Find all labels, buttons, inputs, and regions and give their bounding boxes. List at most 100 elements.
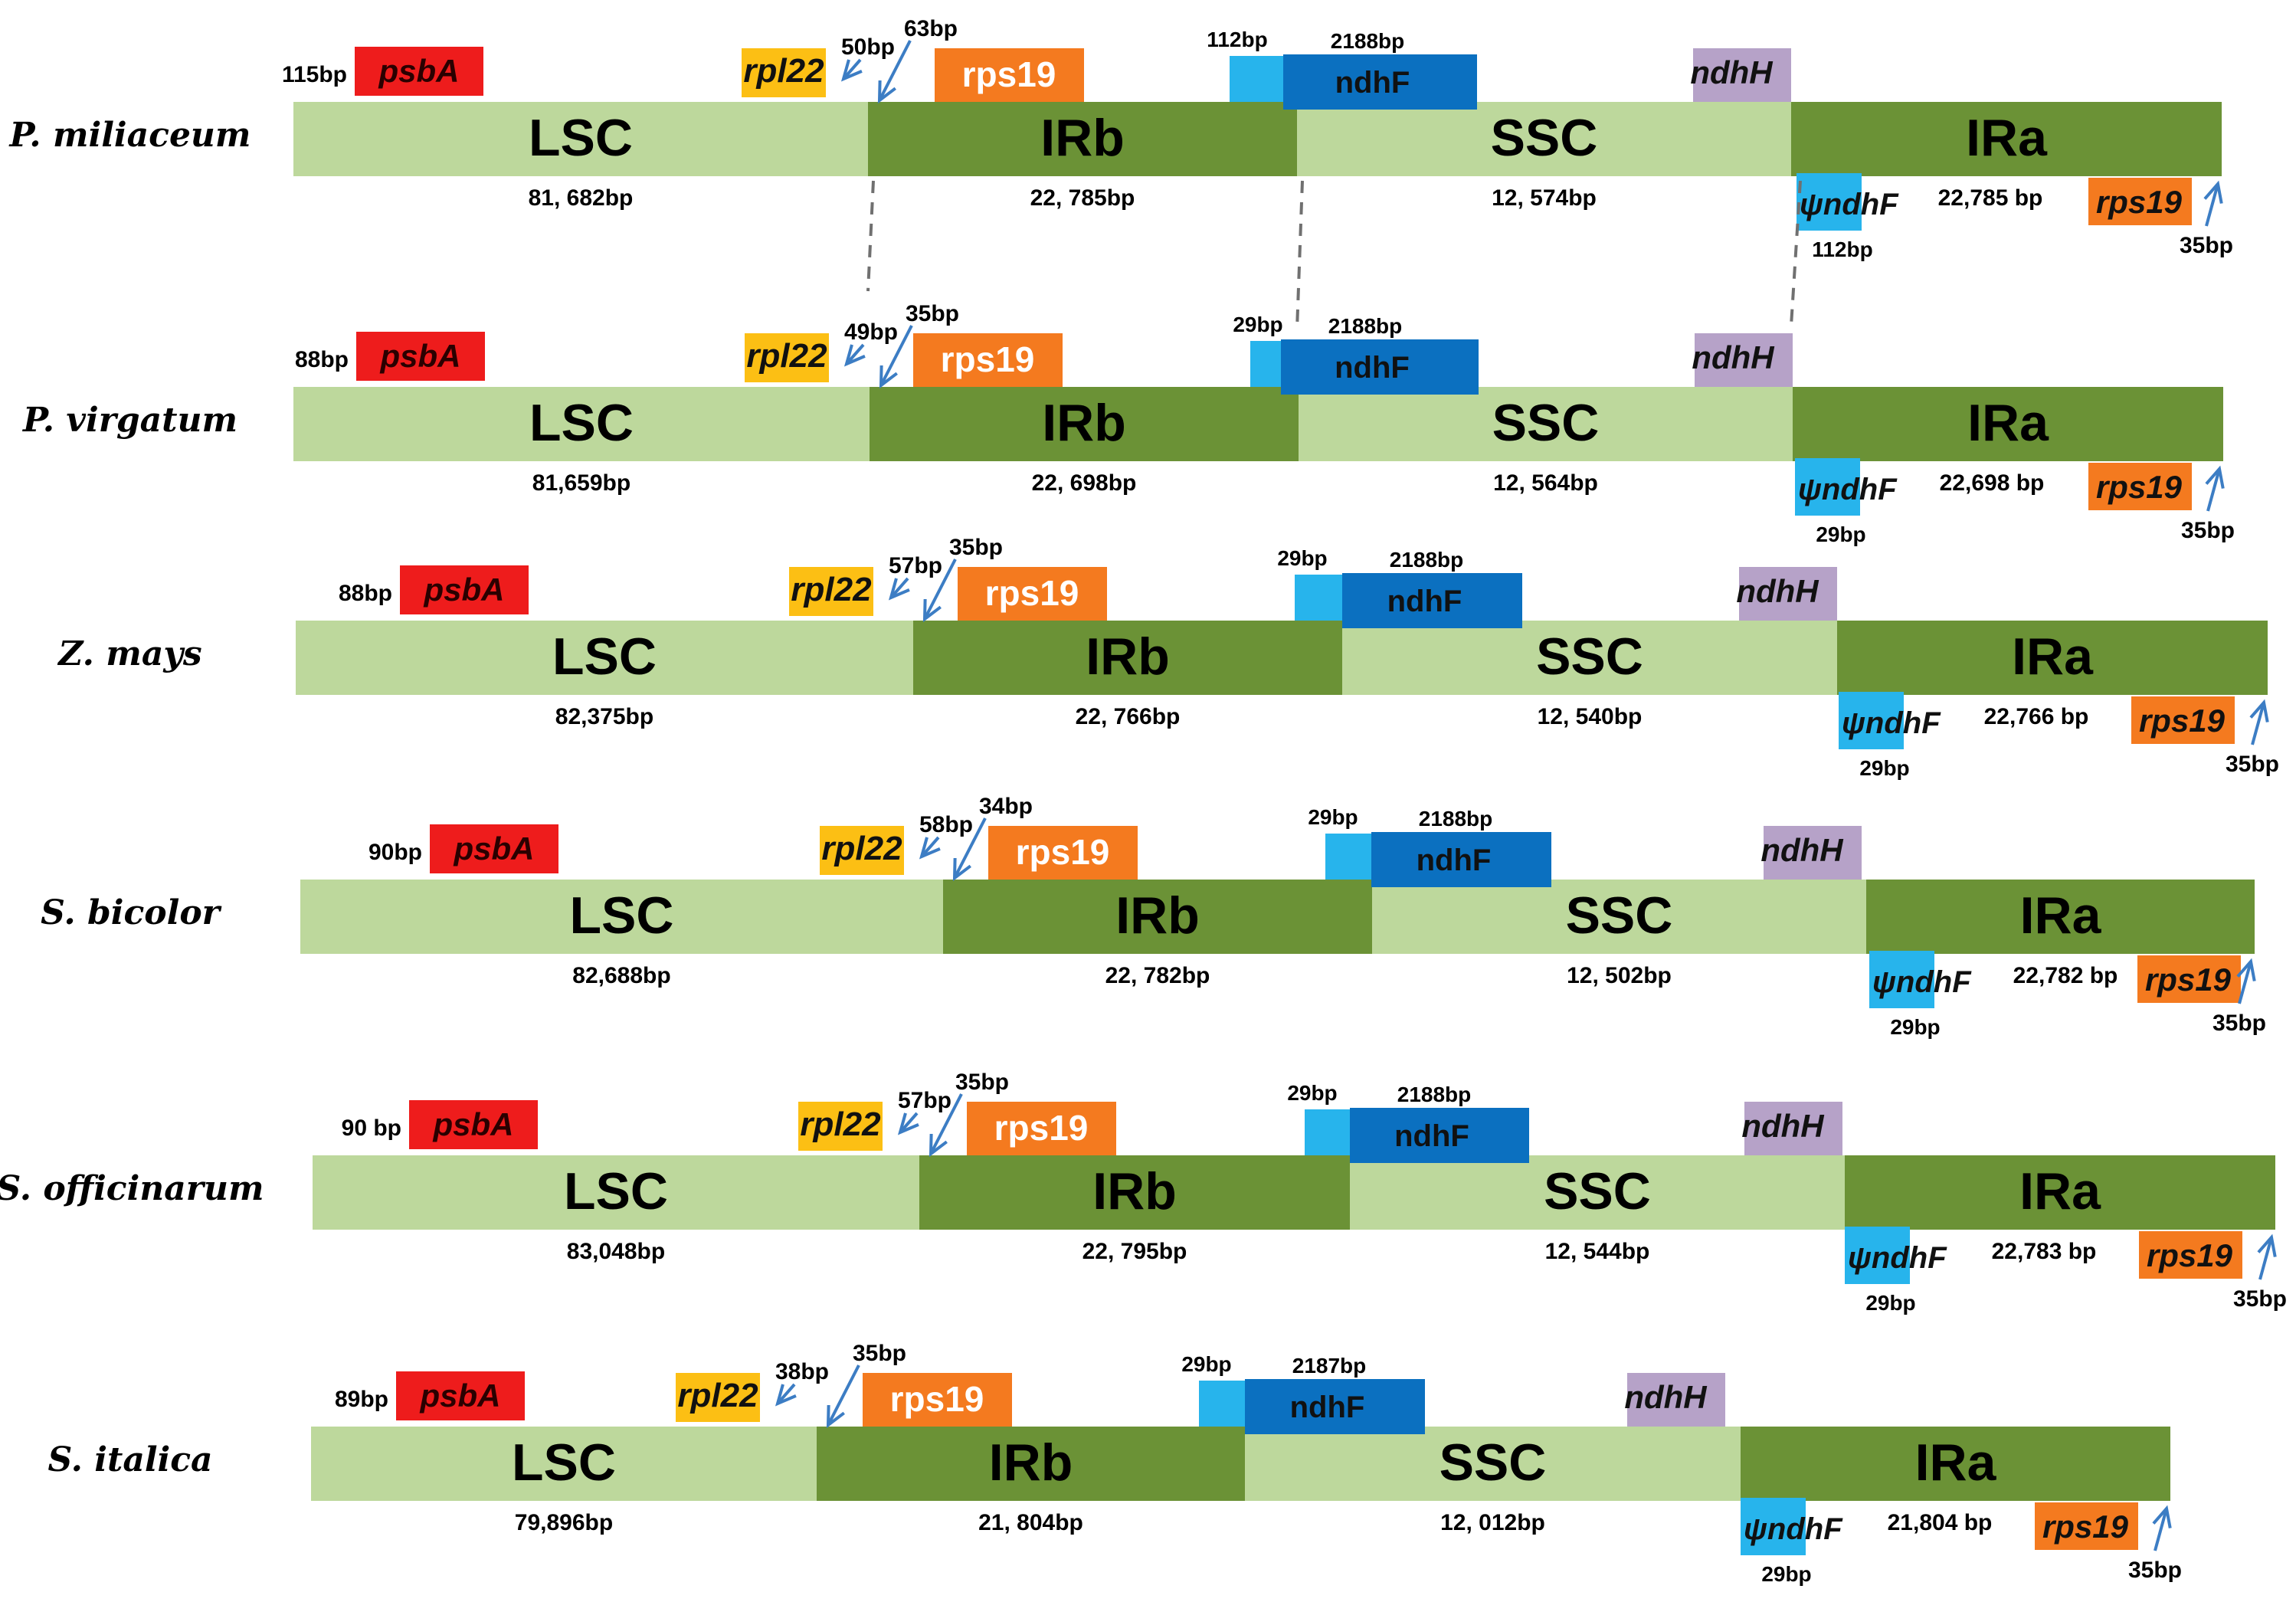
region-length-irb: 22, 766bp [1076, 704, 1181, 729]
rps19-ira-arrow [2205, 465, 2225, 512]
region-length-ssc: 12, 502bp [1567, 963, 1672, 988]
gene-ndhH [1695, 333, 1793, 387]
region-length-ira: 22,782 bp [2013, 963, 2118, 988]
gene-ndhH [1744, 1102, 1842, 1155]
gene-rps19-ira-label: rps19 [2096, 469, 2183, 505]
psbA-distance-label: 90bp [368, 840, 422, 865]
ndhF-length-label: 2188bp [1419, 807, 1493, 830]
gene-rps19-ira [2035, 1502, 2138, 1550]
gene-psi-ndhF [1869, 951, 1934, 1008]
region-length-lsc: 82,375bp [555, 704, 653, 729]
rps19-ira-distance-label: 35bp [2212, 1011, 2266, 1036]
gene-psbA [430, 824, 558, 873]
rps19-ira-arrow-head [2257, 1233, 2277, 1257]
boundary-connectors [866, 180, 1802, 330]
gene-ndhF-ir-part [1325, 834, 1371, 880]
gene-rps19-label: rps19 [890, 1379, 984, 1419]
gene-rpl22-label: rpl22 [677, 1377, 758, 1414]
region-length-irb: 22, 698bp [1032, 470, 1137, 496]
gene-ndhF-ir-part [1199, 1381, 1245, 1427]
gene-psbA-label: psbA [378, 53, 460, 89]
gene-psbA-label: psbA [424, 572, 505, 608]
rpl22-arrow [775, 1383, 797, 1407]
rpl22-distance-label: 57bp [898, 1088, 951, 1113]
region-bar-ira [1845, 1155, 2275, 1230]
rps19-distance-label: 35bp [906, 301, 959, 326]
species-row-1: P. miliaceum ndhF LSC IRb SSC IRa 81, 682bp 22,… [8, 16, 2234, 261]
psi-ndhF-distance-label: 29bp [1890, 1015, 1940, 1039]
gene-rps19-label: rps19 [1016, 832, 1110, 872]
region-label-lsc: LSC [529, 109, 633, 167]
gene-rps19-label: rps19 [994, 1108, 1089, 1148]
gene-ndhF-label: ndhF [1335, 66, 1410, 100]
region-length-lsc: 81, 682bp [529, 185, 634, 211]
ndhF-length-label: 2188bp [1331, 29, 1405, 53]
rps19-arrow-shaft [923, 559, 957, 620]
rpl22-arrow-shaft [899, 1112, 919, 1134]
psbA-distance-label: 89bp [335, 1387, 388, 1412]
region-label-ssc: SSC [1566, 886, 1673, 945]
rps19-distance-label: 35bp [955, 1070, 1009, 1095]
gene-ndhF-ir-part [1250, 341, 1281, 387]
rps19-arrow [826, 1364, 860, 1429]
gene-rps19-ira [2088, 178, 2192, 225]
region-label-ira: IRa [1915, 1433, 1997, 1492]
region-bar-ssc [1350, 1155, 1845, 1230]
gene-ndhF-ssc-part [1281, 339, 1479, 395]
species-name: Z. mays [57, 634, 201, 673]
rps19-ira-arrow-head [2249, 699, 2269, 722]
rpl22-arrow [840, 58, 863, 82]
gene-psi-ndhF [1741, 1498, 1806, 1555]
rpl22-arrow-head [919, 837, 941, 860]
gene-rps19 [935, 48, 1084, 102]
gene-rps19-ira [2131, 696, 2235, 744]
region-bar-ira [1791, 102, 2222, 176]
rps19-distance-label: 35bp [853, 1341, 906, 1366]
region-length-ira: 21,804 bp [1888, 1510, 1993, 1535]
gene-rpl22-label: rpl22 [791, 571, 872, 608]
rps19-arrow-head [952, 857, 971, 882]
rps19-distance-label: 35bp [949, 535, 1003, 560]
region-bar-irb [943, 880, 1372, 954]
region-length-irb: 22, 795bp [1082, 1239, 1187, 1264]
gene-ndhF-ir-part [1305, 1109, 1350, 1155]
rps19-arrow-head [929, 1133, 948, 1158]
rps19-ira-arrow-shaft [2205, 183, 2219, 227]
ndhF-length-label: 2188bp [1390, 548, 1464, 572]
gene-ndhF-ir-part [1295, 575, 1342, 621]
gene-rps19-ira [2137, 955, 2241, 1003]
gene-ndhF-label: ndhF [1335, 351, 1410, 385]
ndhF-left-distance-label: 29bp [1181, 1352, 1231, 1376]
region-length-ira: 22,785 bp [1938, 185, 2043, 211]
gene-ndhH-label: ndhH [1741, 1108, 1825, 1144]
psbA-distance-label: 90 bp [342, 1116, 401, 1141]
region-bar-lsc [293, 102, 868, 176]
rps19-arrow-head [826, 1404, 845, 1429]
boundary-dash-2 [1295, 180, 1304, 330]
region-length-ssc: 12, 574bp [1492, 185, 1597, 211]
ndhF-left-distance-label: 29bp [1287, 1081, 1337, 1105]
species-name: S. italica [47, 1440, 212, 1479]
rpl22-arrow-shaft [889, 577, 909, 599]
gene-rps19-label: rps19 [985, 573, 1079, 613]
gene-rps19-ira-label: rps19 [2096, 184, 2183, 220]
ndhF-left-distance-label: 112bp [1207, 28, 1267, 51]
region-label-ssc: SSC [1536, 627, 1643, 686]
rpl22-distance-label: 38bp [775, 1359, 829, 1384]
rps19-ira-arrow [2257, 1233, 2277, 1280]
gene-rps19-ira-label: rps19 [2042, 1509, 2129, 1545]
rps19-ira-distance-label: 35bp [2181, 518, 2235, 543]
rps19-ira-arrow [2203, 180, 2223, 227]
region-length-lsc: 83,048bp [567, 1239, 665, 1264]
rpl22-arrow [897, 1112, 919, 1135]
species-row-5: S. officinarum ndhF LSC IRb SSC IRa 83,048bp 22… [0, 1070, 2287, 1315]
rpl22-arrow [843, 343, 866, 367]
gene-psbA-label: psbA [380, 338, 461, 374]
gene-rps19-ira [2139, 1231, 2242, 1279]
rps19-distance-label: 34bp [979, 794, 1033, 819]
boundary-dash-3 [1790, 180, 1802, 326]
gene-rpl22-label: rpl22 [746, 337, 827, 375]
region-length-ssc: 12, 564bp [1493, 470, 1598, 496]
gene-psbA [409, 1100, 538, 1149]
gene-rpl22-label: rpl22 [800, 1106, 881, 1143]
